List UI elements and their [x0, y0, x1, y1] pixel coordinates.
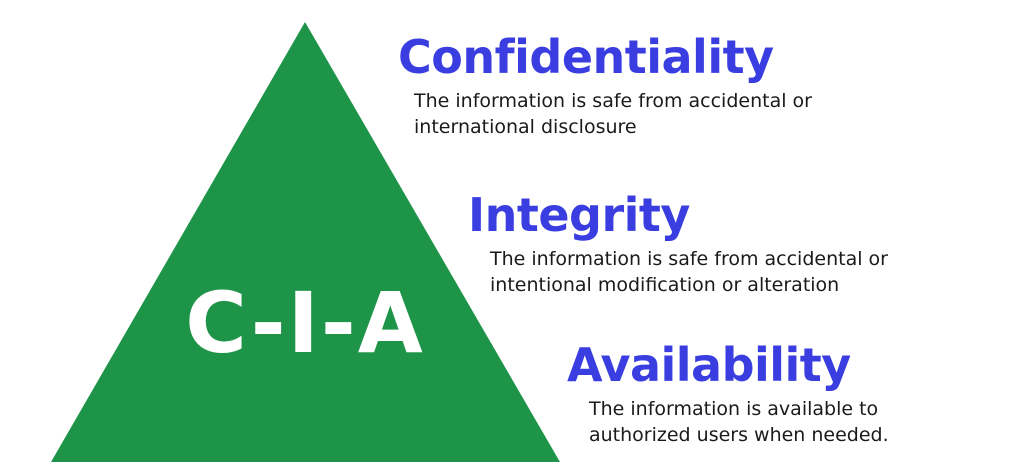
confidentiality-heading: Confidentiality	[398, 30, 774, 84]
confidentiality-description-line: international disclosure	[414, 116, 637, 138]
integrity-block: Integrity The information is safe from a…	[468, 190, 888, 298]
integrity-description-line: intentional modification or alteration	[490, 274, 840, 296]
availability-description: The information is available to authoriz…	[589, 396, 889, 448]
confidentiality-description-line: The information is safe from accidental …	[414, 90, 812, 112]
availability-block: Availability The information is availabl…	[567, 340, 889, 448]
integrity-description: The information is safe from accidental …	[490, 246, 888, 298]
integrity-heading: Integrity	[468, 188, 690, 242]
confidentiality-description: The information is safe from accidental …	[414, 88, 812, 140]
triangle-label: C-I-A	[185, 274, 425, 372]
availability-description-line: The information is available to	[589, 398, 879, 420]
integrity-description-line: The information is safe from accidental …	[490, 248, 888, 270]
availability-description-line: authorized users when needed.	[589, 424, 889, 446]
availability-heading: Availability	[567, 338, 851, 392]
cia-triangle	[51, 22, 560, 462]
confidentiality-block: Confidentiality The information is safe …	[398, 32, 812, 140]
